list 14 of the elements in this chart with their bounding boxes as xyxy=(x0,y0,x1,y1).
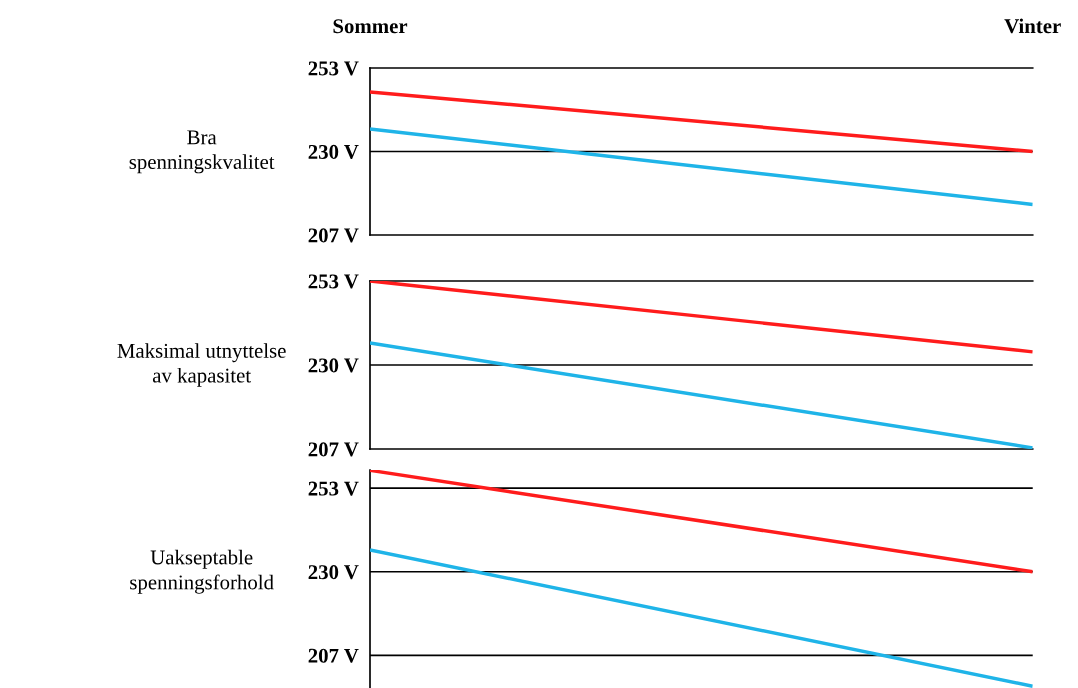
y-tick-label: 230 V xyxy=(308,144,359,160)
y-axis-title: Bra spenningskvalitet xyxy=(129,130,275,174)
y-tick-label: 230 V xyxy=(308,565,359,580)
y-tick-label: 207 V xyxy=(308,228,359,243)
y-axis-title: Uakseptable spenningsforhold xyxy=(130,549,274,594)
y-tick-label: 253 V xyxy=(308,61,359,76)
y-tick-label: 207 V xyxy=(308,442,359,457)
y-tick-label: 253 V xyxy=(308,481,359,496)
x-tick-label: Sommer xyxy=(333,19,408,34)
y-axis-title: Maksimal utnyttelse av kapasitet xyxy=(117,343,286,387)
y-tick-label: 207 V xyxy=(308,648,359,663)
x-tick-label: Vinter xyxy=(1004,18,1061,34)
y-tick-label: 230 V xyxy=(308,358,359,373)
y-tick-label: 253 V xyxy=(308,274,359,289)
